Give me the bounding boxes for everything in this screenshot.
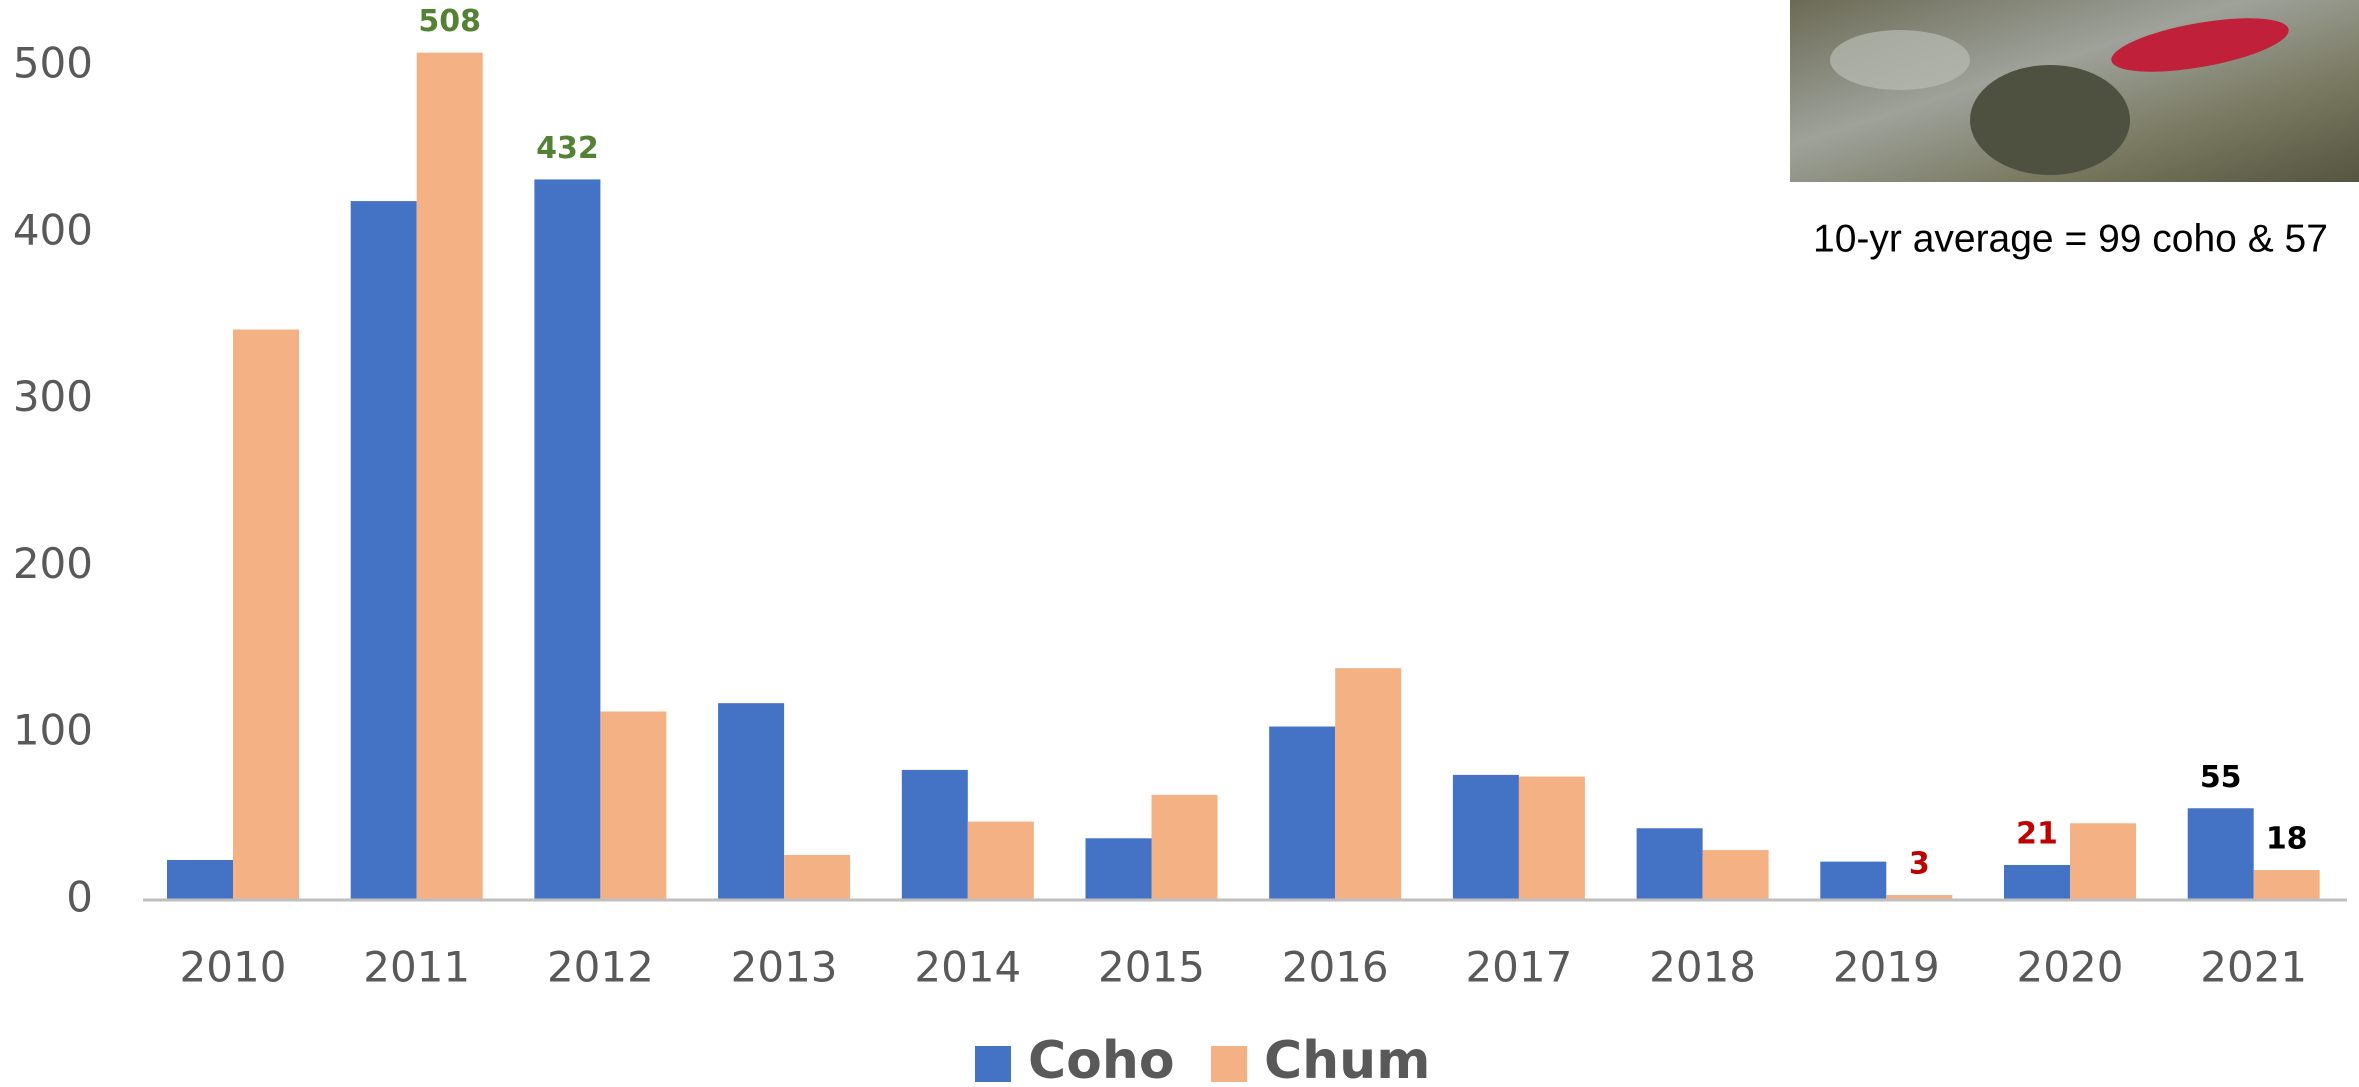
- legend-label: Coho: [1028, 1031, 1175, 1087]
- bar: [1151, 794, 1218, 900]
- legend-label: Chum: [1264, 1031, 1430, 1087]
- bar: [350, 201, 417, 900]
- y-tick-label: 200: [13, 539, 93, 588]
- x-tick-label: 2010: [180, 943, 287, 992]
- bar: [1518, 776, 1585, 900]
- bar: [2004, 864, 2070, 900]
- bar: [167, 859, 233, 900]
- bar: [1452, 774, 1519, 900]
- data-label: 55: [2200, 760, 2242, 795]
- legend-swatch: [1211, 1046, 1247, 1082]
- x-tick-label: 2020: [2017, 943, 2124, 992]
- y-tick-label: 400: [13, 205, 93, 254]
- x-tick-label: 2015: [1098, 943, 1205, 992]
- data-label: 21: [2016, 816, 2058, 851]
- bar: [1269, 726, 1336, 900]
- bar: [718, 703, 785, 900]
- data-label: 18: [2266, 821, 2308, 856]
- x-tick-label: 2017: [1465, 943, 1572, 992]
- x-tick-label: 2013: [731, 943, 838, 992]
- bar: [1335, 668, 1402, 900]
- data-label: 508: [418, 4, 481, 39]
- bar: [1820, 861, 1887, 900]
- data-label: 432: [536, 131, 599, 166]
- legend-swatch: [975, 1046, 1011, 1082]
- bar: [1702, 849, 1769, 900]
- y-tick-label: 0: [66, 873, 93, 922]
- x-tick-label: 2021: [2200, 943, 2307, 992]
- bar: [600, 711, 667, 900]
- annotation: 10-yr average = 99 coho & 57: [1813, 217, 2328, 260]
- bar: [1636, 828, 1703, 900]
- y-tick-label: 300: [13, 372, 93, 421]
- bar: [233, 329, 299, 900]
- bar: [967, 821, 1034, 900]
- bar: [1085, 838, 1152, 900]
- x-tick-label: 2012: [547, 943, 654, 992]
- photo: [1790, 0, 2359, 182]
- bar: [2187, 808, 2254, 900]
- bar: [784, 854, 851, 900]
- y-tick-label: 100: [13, 706, 93, 755]
- x-tick-label: 2018: [1649, 943, 1756, 992]
- bar: [416, 52, 483, 900]
- data-label: 3: [1909, 846, 1930, 881]
- bar: [2070, 823, 2136, 900]
- bar: [901, 769, 968, 900]
- x-tick-label: 2019: [1833, 943, 1940, 992]
- bar: [2253, 869, 2320, 900]
- y-tick-label: 500: [13, 39, 93, 88]
- x-tick-label: 2011: [363, 943, 470, 992]
- x-tick-label: 2014: [914, 943, 1021, 992]
- bar: [534, 179, 601, 900]
- bar: [1886, 894, 1953, 900]
- x-tick-label: 2016: [1282, 943, 1389, 992]
